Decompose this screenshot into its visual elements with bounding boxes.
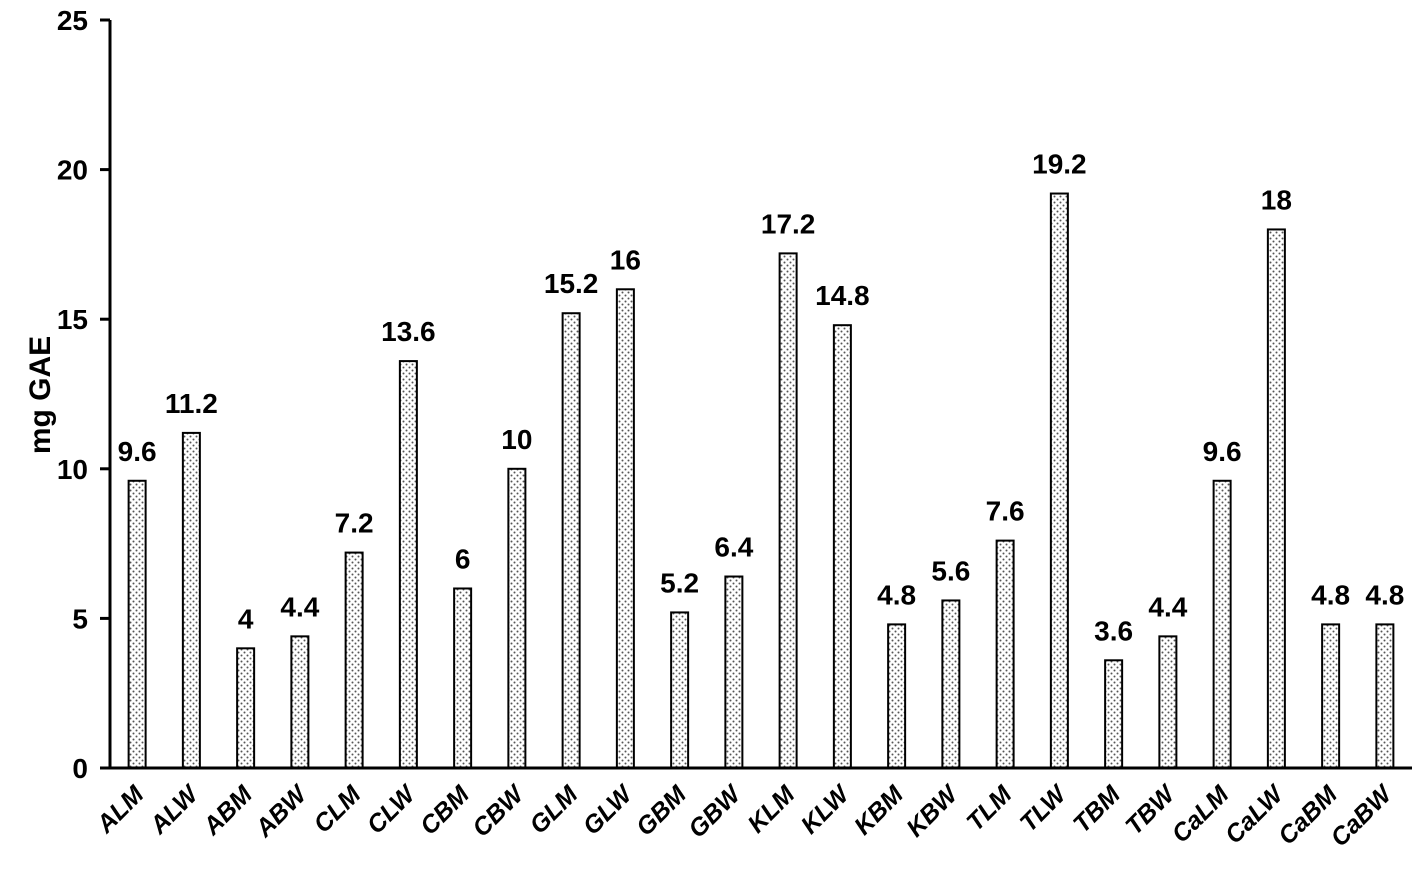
x-tick-label-TBM: TBM — [1068, 780, 1127, 839]
x-tick-label-KBM: KBM — [849, 780, 910, 841]
bar-CLM — [344, 551, 364, 769]
data-label-CaLM: 9.6 — [1203, 436, 1242, 467]
y-tick-label: 5 — [72, 603, 88, 634]
bar-CaLW — [1266, 228, 1286, 769]
bar-CaLM — [1212, 479, 1232, 769]
x-tick-label-ABM: ABM — [197, 780, 259, 842]
y-tick-label: 20 — [57, 155, 88, 186]
data-label-ABM: 4 — [238, 603, 254, 634]
y-axis-label: mg GAE — [24, 336, 57, 454]
bar-KBM — [887, 623, 907, 769]
y-tick-label: 15 — [57, 304, 88, 335]
data-label-GBM: 5.2 — [660, 567, 699, 598]
bar-ALM — [127, 479, 147, 769]
x-tick-label-ALW: ALW — [144, 779, 205, 840]
data-label-CaBW: 4.8 — [1365, 579, 1404, 610]
x-tick-label-TLW: TLW — [1015, 779, 1074, 838]
bar-GLM — [561, 312, 581, 769]
data-label-CLW: 13.6 — [381, 316, 436, 347]
bar-KLW — [832, 324, 852, 769]
data-label-CBW: 10 — [501, 424, 532, 455]
y-tick-label: 0 — [72, 753, 88, 784]
bar-TLM — [995, 539, 1015, 769]
data-label-KBM: 4.8 — [877, 579, 916, 610]
data-label-CaBM: 4.8 — [1311, 579, 1350, 610]
bar-CLW — [398, 360, 418, 769]
x-tick-label-ALM: ALM — [91, 780, 151, 840]
data-label-ABW: 4.4 — [280, 591, 319, 622]
bar-KLM — [778, 252, 798, 770]
y-tick-label: 25 — [57, 5, 88, 36]
bar-CaBM — [1321, 623, 1341, 769]
data-label-ALM: 9.6 — [118, 436, 157, 467]
x-tick-label-ABW: ABW — [249, 779, 313, 843]
bar-TLW — [1049, 192, 1069, 769]
x-tick-label-CBW: CBW — [467, 779, 531, 843]
x-tick-label-CLW: CLW — [362, 779, 423, 840]
y-axis-ticks: 0 5 10 15 20 25 — [57, 5, 110, 784]
x-tick-label-KBW: KBW — [901, 779, 965, 843]
x-tick-label-GLW: GLW — [578, 779, 640, 841]
data-labels: 9.6 11.2 4 4.4 7.2 13.6 6 10 15.2 16 5.2 6.4 17.2 14.… — [118, 149, 1405, 647]
x-tick-label-CLM: CLM — [308, 780, 367, 839]
bar-GBM — [670, 611, 690, 770]
data-label-KLW: 14.8 — [815, 280, 870, 311]
bar-CBM — [453, 587, 473, 769]
data-label-CaLW: 18 — [1261, 184, 1292, 215]
bar-ABM — [236, 647, 256, 770]
x-tick-label-CaLM: CaLM — [1166, 780, 1235, 849]
x-tick-label-CaLW: CaLW — [1220, 779, 1291, 850]
x-tick-label-KLW: KLW — [796, 779, 857, 840]
x-tick-label-CBM: CBM — [415, 780, 476, 841]
data-label-TBM: 3.6 — [1094, 615, 1133, 646]
bar-ALW — [181, 431, 201, 769]
bar-CaBW — [1375, 623, 1395, 769]
x-tick-label-KLM: KLM — [742, 780, 801, 839]
bars — [127, 192, 1395, 770]
data-label-CLM: 7.2 — [335, 508, 374, 539]
bar-TBW — [1158, 635, 1178, 769]
x-tick-label-CaBW: CaBW — [1325, 779, 1399, 853]
data-label-KLM: 17.2 — [761, 208, 816, 239]
data-label-GLM: 15.2 — [544, 268, 599, 299]
x-tick-label-GLM: GLM — [524, 780, 584, 840]
data-label-GBW: 6.4 — [714, 532, 753, 563]
x-tick-label-GBM: GBM — [631, 780, 693, 842]
data-label-ALW: 11.2 — [165, 388, 218, 419]
bar-ABW — [290, 635, 310, 769]
x-tick-label-TLM: TLM — [961, 780, 1018, 837]
x-tick-label-GBW: GBW — [683, 779, 748, 844]
bar-GBW — [724, 575, 744, 770]
data-label-TLM: 7.6 — [986, 496, 1025, 527]
data-label-KBW: 5.6 — [931, 555, 970, 586]
y-tick-label: 10 — [57, 454, 88, 485]
data-label-CBM: 6 — [455, 543, 471, 574]
bar-TBM — [1104, 659, 1124, 770]
bar-GLW — [615, 288, 635, 769]
bar-KBW — [941, 599, 961, 769]
data-label-TBW: 4.4 — [1148, 591, 1187, 622]
data-label-TLW: 19.2 — [1032, 149, 1087, 180]
x-axis-labels: ALMALWABMABWCLMCLWCBMCBWGLMGLWGBMGBWKLMK… — [91, 779, 1399, 853]
bar-CBW — [507, 467, 527, 769]
data-label-GLW: 16 — [610, 244, 641, 275]
